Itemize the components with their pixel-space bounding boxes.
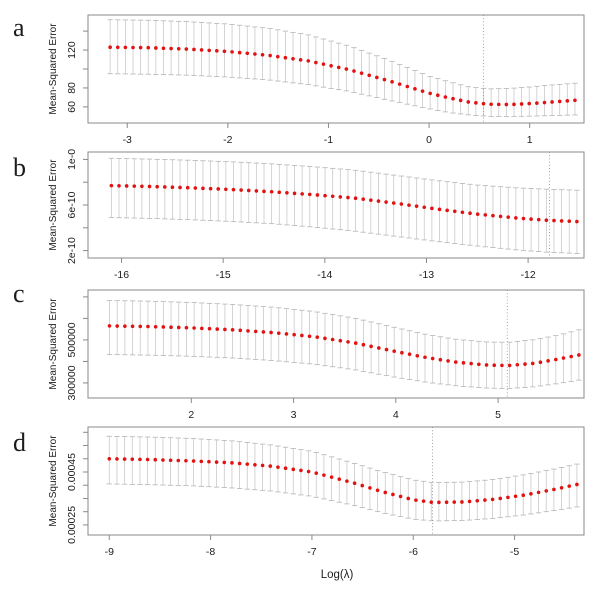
error-bars (109, 19, 576, 117)
panel-letter-c: c (13, 279, 25, 308)
x-tick-label: -8 (206, 546, 215, 558)
x-tick-label: -5 (510, 546, 519, 558)
x-tick-label: -14 (317, 269, 332, 281)
panel-c: 2 3 4 5 300000 500000 Mean-Squared Error c (13, 279, 585, 421)
x-tick-label: 1 (527, 134, 533, 146)
x-tick-label: 5 (495, 409, 501, 421)
y-tick-label: 6e-10 (66, 191, 78, 218)
y-tick-label: 2e-10 (66, 237, 78, 264)
y-axis-title: Mean-Squared Error (48, 159, 59, 251)
y-tick-label: 1e-0 (66, 149, 78, 170)
panel-b: -16 -15 -14 -13 -12 2e-10 6e-10 1e-0 Mean-Square… (13, 149, 585, 281)
y-tick-label: 500000 (66, 322, 78, 357)
plot-frame (87, 289, 585, 399)
y-tick-label: 60 (66, 101, 78, 113)
error-bars (110, 158, 578, 254)
y-tick-label: 80 (66, 82, 78, 94)
x-tick-label: -16 (114, 269, 129, 281)
x-tick-label: -12 (521, 269, 536, 281)
error-bar-caps (108, 157, 580, 254)
y-tick-label: 0.00025 (66, 506, 78, 544)
y-axis-title: Mean-Squared Error (48, 298, 59, 390)
x-tick-label: 0 (426, 134, 432, 146)
mse-points (107, 456, 579, 505)
error-bar-caps (106, 435, 580, 522)
x-tick-label: -13 (419, 269, 434, 281)
plot-frame (87, 151, 585, 259)
x-tick-label: 3 (291, 409, 297, 421)
x-tick-label: -1 (324, 134, 333, 146)
mse-points (109, 183, 579, 224)
mse-points (107, 324, 581, 368)
y-axis-title: Mean-Squared Error (48, 23, 59, 115)
y-tick-label: 300000 (66, 365, 78, 400)
x-tick-label: 2 (188, 409, 194, 421)
panel-letter-a: a (13, 13, 25, 42)
x-tick-label: -3 (123, 134, 132, 146)
x-tick-label: -6 (409, 546, 418, 558)
error-bars (108, 436, 578, 521)
panel-letter-b: b (13, 153, 26, 182)
panel-a: -3 -2 -1 0 1 60 80 120 Mean-Squared Error a (13, 13, 585, 146)
x-tick-label: -7 (307, 546, 316, 558)
x-tick-label: -2 (223, 134, 232, 146)
plot-frame (87, 14, 585, 124)
plot-frame (87, 426, 585, 536)
panel-letter-d: d (13, 428, 26, 457)
y-axis-title: Mean-Squared Error (48, 435, 59, 527)
x-tick-label: -15 (216, 269, 231, 281)
error-bar-caps (107, 19, 578, 117)
error-bars (109, 300, 580, 389)
y-tick-label: 0.00045 (66, 453, 78, 491)
mse-points (108, 45, 577, 107)
x-tick-label: 4 (393, 409, 399, 421)
panel-d: -9 -8 -7 -6 -5 0.00025 0.00045 Mean-Squared Err… (13, 426, 585, 558)
x-tick-label: -9 (105, 546, 114, 558)
y-tick-label: 120 (66, 41, 78, 59)
x-axis-title: Log(λ) (321, 569, 354, 581)
error-bar-caps (106, 300, 582, 389)
